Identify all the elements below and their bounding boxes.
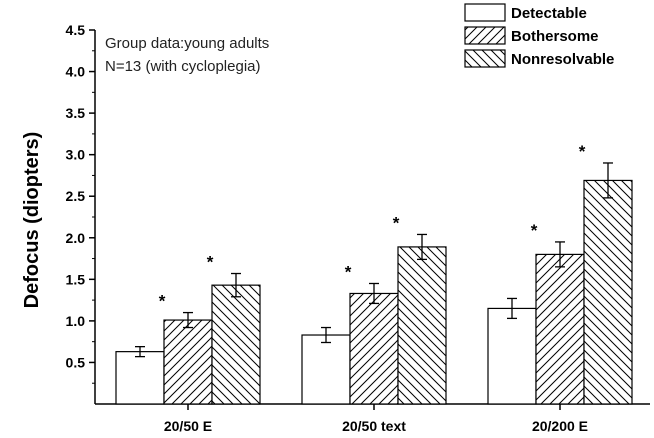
significance-star: * <box>159 292 166 311</box>
bar-bothersome-2 <box>535 253 585 405</box>
bar-nonresolvable-0 <box>211 284 261 405</box>
y-tick-label: 4.5 <box>66 22 86 38</box>
bar-detectable-1 <box>301 334 351 405</box>
x-tick-label: 20/200 E <box>532 418 588 434</box>
legend: Detectable Bothersome Nonresolvable <box>464 3 614 68</box>
y-tick-label: 1.5 <box>66 271 86 287</box>
significance-star: * <box>531 221 538 240</box>
legend-swatch-nonresolvable <box>464 49 506 68</box>
y-tick-label: 1.0 <box>66 313 86 329</box>
x-tick-label: 20/50 text <box>342 418 406 434</box>
bar-bothersome-0 <box>163 319 213 405</box>
legend-swatch-bothersome <box>464 26 506 45</box>
significance-markers: * * * * * * <box>159 142 586 311</box>
y-tick-label: 2.0 <box>66 230 86 246</box>
legend-swatch-detectable <box>464 3 506 22</box>
significance-star: * <box>345 262 352 281</box>
annotation-group: Group data:young adults <box>105 35 269 52</box>
annotation-n: N=13 (with cycloplegia) <box>105 58 261 75</box>
y-tick-label: 2.5 <box>66 188 86 204</box>
y-tick-label: 3.0 <box>66 147 86 163</box>
y-axis-title: Defocus (diopters) <box>21 132 43 309</box>
error-bars <box>135 162 613 358</box>
bar-detectable-0 <box>115 351 165 405</box>
significance-star: * <box>579 142 586 161</box>
bar-bothersome-1 <box>349 292 399 405</box>
legend-label-nonresolvable: Nonresolvable <box>511 51 614 68</box>
x-tick-label: 20/50 E <box>164 418 212 434</box>
y-tick-label: 0.5 <box>66 354 86 370</box>
y-tick-label: 4.0 <box>66 64 86 80</box>
bar-nonresolvable-2 <box>583 179 633 405</box>
significance-star: * <box>393 213 400 232</box>
legend-label-detectable: Detectable <box>511 5 587 22</box>
bars <box>115 179 633 405</box>
significance-star: * <box>207 253 214 272</box>
bar-detectable-2 <box>487 307 537 405</box>
y-tick-label: 3.5 <box>66 105 86 121</box>
bar-nonresolvable-1 <box>397 246 447 405</box>
legend-label-bothersome: Bothersome <box>511 28 599 45</box>
